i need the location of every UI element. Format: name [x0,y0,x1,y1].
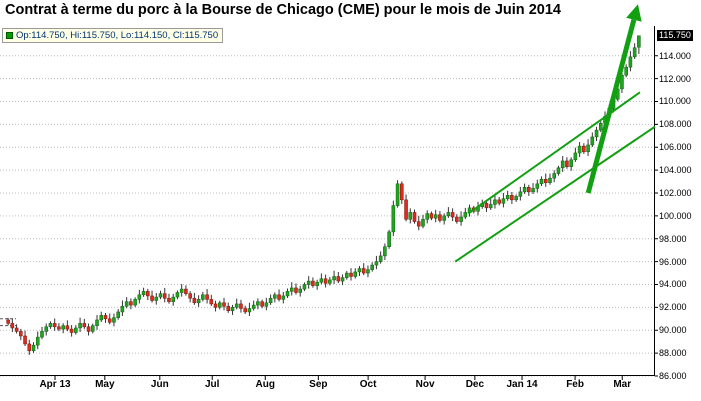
x-axis-label: May [95,379,115,390]
price-chart-canvas[interactable] [0,4,658,380]
y-axis-label: 102.000 [659,187,692,198]
x-axis: Apr 13 May Jun Jul Aug Sep Oct Nov Dec Jan 14 Feb M… [0,379,655,393]
x-axis-label: Mar [613,379,632,390]
y-axis-label: 86.000 [659,371,687,381]
y-axis: 114.000 112.000 110.000 108.000 106.000 104.0… [656,26,701,381]
x-axis-label: Dec [465,379,485,390]
x-axis-label: Aug [255,379,275,390]
y-axis-label: 114.000 [659,50,691,61]
x-axis-label: Jun [150,379,169,390]
legend-ohlc-text: Op:114.750, Hi:115.750, Lo:114.150, Cl:1… [16,30,219,41]
y-axis-label: 106.000 [659,142,692,153]
x-axis-label: Sep [309,379,328,390]
y-axis-label: 112.000 [659,73,691,84]
x-axis-label: Nov [415,379,435,390]
y-axis-label: 110.000 [659,96,691,107]
y-axis-label: 90.000 [659,325,687,336]
last-price-badge: 115.750 [657,29,693,41]
y-axis-label: 108.000 [659,119,692,130]
x-axis-label: Feb [566,379,584,390]
legend-series-swatch-icon [6,32,13,39]
y-axis-label: 104.000 [659,165,692,176]
y-axis-label: 96.000 [659,256,687,267]
x-axis-label: Oct [359,379,377,390]
x-axis-label: Jan 14 [506,379,538,390]
y-axis-label: 88.000 [659,348,687,359]
y-axis-label: 92.000 [659,302,687,313]
y-axis-label: 100.000 [659,210,692,221]
chart-title: Contrat à terme du porc à la Bourse de C… [5,2,561,18]
ohlc-legend: Op:114.750, Hi:115.750, Lo:114.150, Cl:1… [2,28,224,43]
y-axis-label: 94.000 [659,279,687,290]
y-axis-label: 98.000 [659,233,687,244]
x-axis-label: Apr 13 [39,379,71,390]
x-axis-label: Jul [204,379,220,390]
